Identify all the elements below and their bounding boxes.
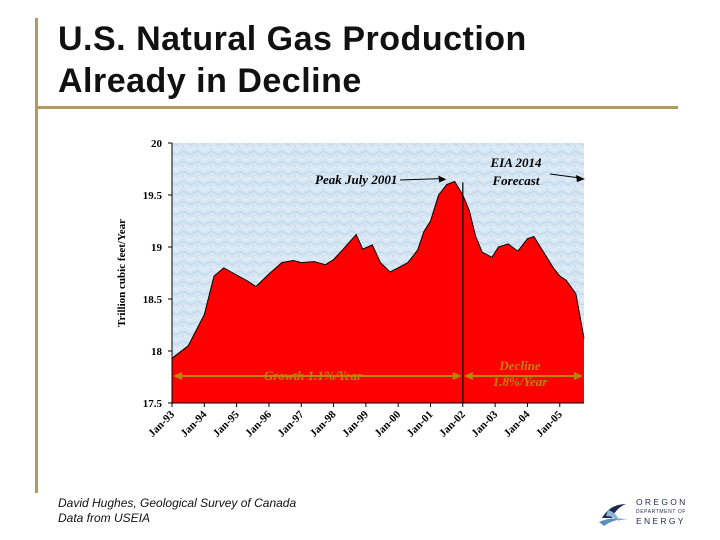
title-underline-bar <box>35 106 678 109</box>
x-tick-label: Jan-99 <box>340 408 371 439</box>
source-line-2: Data from USEIA <box>58 511 151 525</box>
y-tick-label: 19.5 <box>143 190 163 202</box>
logo-line-1: OREGON <box>636 497 688 507</box>
peak-arrow-line <box>399 178 445 181</box>
x-tick-label: Jan-97 <box>275 408 306 439</box>
oregon-energy-logo-icon <box>599 504 628 526</box>
x-tick-label: Jan-93 <box>146 408 177 439</box>
x-tick-label: Jan-01 <box>405 409 436 440</box>
forecast-arrow-line <box>549 173 581 179</box>
decline-arrowhead-right <box>574 372 583 380</box>
y-tick-label: 18.5 <box>143 294 163 306</box>
logo-line-2: DEPARTMENT OF <box>636 508 687 515</box>
x-tick-label: Jan-00 <box>372 408 403 439</box>
x-tick-label: Jan-95 <box>211 408 242 439</box>
logo-text: OREGON DEPARTMENT OF ENERGY <box>636 497 688 527</box>
x-tick-label: Jan-02 <box>437 408 468 439</box>
x-tick-label: Jan-04 <box>502 408 533 439</box>
logo-line-3: ENERGY <box>636 516 686 526</box>
y-tick-label: 20 <box>151 138 163 150</box>
growth-label: Growth 1.1%/Year <box>264 368 363 383</box>
y-axis-label: Trillion cubic feet/Year <box>116 219 128 327</box>
x-tick-label: Jan-96 <box>243 408 274 439</box>
decline-label-2: 1.8%/Year <box>493 374 548 389</box>
source-line-1: David Hughes, Geological Survey of Canad… <box>58 496 297 510</box>
y-tick-label: 19 <box>151 242 163 254</box>
slide-title-line-2: Already in Decline <box>58 62 362 100</box>
forecast-label-1: EIA 2014 <box>490 155 542 170</box>
y-tick-label: 17.5 <box>143 398 163 410</box>
peak-label: Peak July 2001 <box>315 172 397 187</box>
production-area <box>172 181 584 403</box>
growth-arrowhead-right <box>452 372 462 380</box>
production-line <box>171 180 585 359</box>
oregon-energy-logo: OREGON DEPARTMENT OF ENERGY <box>596 496 716 532</box>
y-tick-label: 18 <box>151 346 163 358</box>
forecast-arrowhead <box>576 175 585 182</box>
slide-title-line-1: U.S. Natural Gas Production <box>58 20 527 58</box>
growth-arrowhead-left <box>173 372 182 380</box>
x-tick-label: Jan-05 <box>534 408 565 439</box>
left-accent-bar <box>35 18 38 493</box>
x-tick-label: Jan-98 <box>308 408 339 439</box>
x-tick-label: Jan-03 <box>469 408 500 439</box>
chart-svg: 17.5 18 18.5 19 19.5 20 Trillion cubic feet/Ye… <box>116 138 585 440</box>
slide-title: U.S. Natural Gas Production Already in D… <box>58 18 527 102</box>
source-note: David Hughes, Geological Survey of Canad… <box>58 496 296 526</box>
x-tick-label: Jan-94 <box>178 408 209 439</box>
forecast-label-2: Forecast <box>492 173 540 188</box>
decline-label-1: Decline <box>498 358 540 373</box>
peak-arrowhead <box>438 175 447 183</box>
gas-production-chart: 17.5 18 18.5 19 19.5 20 Trillion cubic feet/Ye… <box>110 130 595 465</box>
decline-arrowhead-left <box>463 372 473 380</box>
